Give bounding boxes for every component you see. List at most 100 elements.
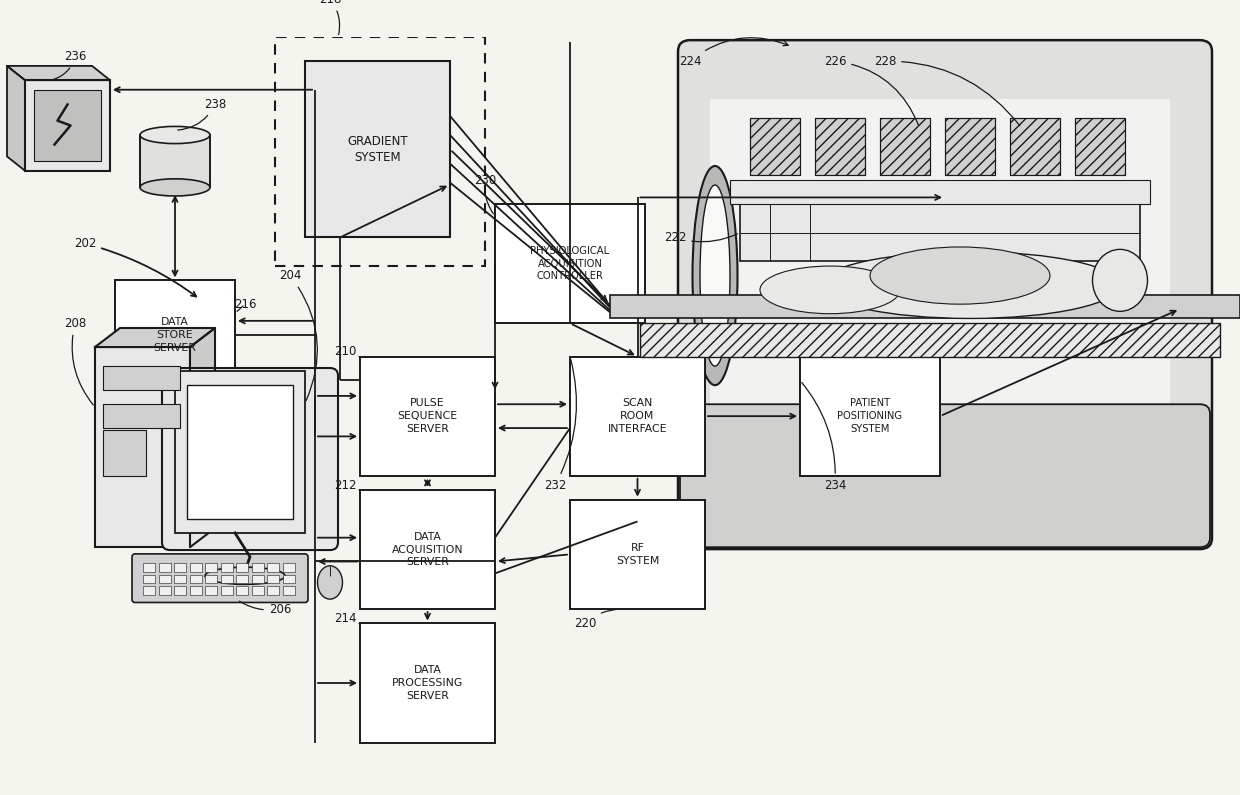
Bar [252,586,263,595]
Ellipse shape [1092,250,1147,312]
Text: 214: 214 [334,612,360,625]
Bar [221,586,233,595]
Text: 202: 202 [74,237,196,297]
Bar [221,575,233,584]
FancyBboxPatch shape [25,80,110,171]
Bar [175,371,305,533]
Bar [205,586,217,595]
Bar [33,90,100,161]
Text: 228: 228 [874,55,1019,126]
FancyBboxPatch shape [131,554,308,603]
Text: PULSE
SEQUENCE
SERVER: PULSE SEQUENCE SERVER [398,398,458,434]
Text: 236: 236 [53,50,87,80]
Bar [740,204,1140,262]
Text: 208: 208 [64,316,93,405]
Polygon shape [7,66,110,80]
Bar [115,281,236,390]
Bar [103,366,180,390]
Bar [283,564,295,572]
Bar [360,623,495,743]
Bar [360,490,495,609]
Ellipse shape [140,179,210,196]
Bar [267,575,279,584]
Bar [159,575,171,584]
Bar [236,575,248,584]
Text: 204: 204 [279,269,317,401]
FancyBboxPatch shape [162,368,339,550]
Text: 206: 206 [239,601,291,615]
Bar [570,357,706,475]
Bar [275,37,485,266]
Text: 226: 226 [823,55,919,126]
Bar [140,135,210,188]
Bar [750,118,800,176]
Text: 218: 218 [319,0,341,35]
Bar [1075,118,1125,176]
Text: 216: 216 [234,297,257,312]
Bar [103,430,145,475]
Bar [190,575,202,584]
Text: RF
SYSTEM: RF SYSTEM [616,543,660,566]
Bar [159,586,171,595]
Bar [640,324,1220,357]
Polygon shape [7,66,25,171]
Bar [190,586,202,595]
Bar [103,404,180,428]
Bar [95,347,190,547]
Text: 230: 230 [474,174,496,214]
Text: 232: 232 [544,359,577,492]
Text: PHYSIOLOGICAL
ACQUISITION
CONTROLLER: PHYSIOLOGICAL ACQUISITION CONTROLLER [531,246,610,281]
Bar [143,586,155,595]
Text: 222: 222 [663,231,738,244]
Bar [495,204,645,324]
Text: DATA
PROCESSING
SERVER: DATA PROCESSING SERVER [392,665,463,701]
Text: PATIENT
POSITIONING
SYSTEM: PATIENT POSITIONING SYSTEM [837,398,903,434]
Bar [1011,118,1060,176]
Bar [815,118,866,176]
Ellipse shape [205,567,285,584]
Bar [236,564,248,572]
Bar [880,118,930,176]
Bar [236,586,248,595]
Text: 238: 238 [177,98,226,130]
Bar [187,385,293,518]
Bar [945,118,994,176]
Ellipse shape [820,252,1120,319]
Bar [283,575,295,584]
FancyBboxPatch shape [678,41,1211,549]
Ellipse shape [870,247,1050,304]
Bar [730,180,1149,204]
Ellipse shape [692,166,738,385]
Bar [360,357,495,475]
Bar [221,564,233,572]
Text: 210: 210 [334,345,360,359]
Text: DATA
STORE
SERVER: DATA STORE SERVER [154,317,196,353]
Ellipse shape [760,266,900,314]
Text: DATA
ACQUISITION
SERVER: DATA ACQUISITION SERVER [392,532,464,568]
Bar [750,118,800,176]
Text: 212: 212 [334,479,360,492]
Bar [174,586,186,595]
Bar [1011,118,1060,176]
Ellipse shape [701,185,730,366]
Bar [283,586,295,595]
Bar [143,575,155,584]
Bar [159,564,171,572]
Bar [815,118,866,176]
Polygon shape [95,328,215,347]
Bar [252,564,263,572]
Text: SCAN
ROOM
INTERFACE: SCAN ROOM INTERFACE [608,398,667,434]
Bar [267,586,279,595]
Bar [143,564,155,572]
FancyBboxPatch shape [680,404,1210,547]
Polygon shape [190,328,215,547]
Bar [610,295,1240,319]
Bar [267,564,279,572]
Bar [205,575,217,584]
Text: GRADIENT
SYSTEM: GRADIENT SYSTEM [347,134,408,164]
Bar [205,564,217,572]
Bar [305,61,450,238]
Bar [174,564,186,572]
Bar [880,118,930,176]
Bar [174,575,186,584]
